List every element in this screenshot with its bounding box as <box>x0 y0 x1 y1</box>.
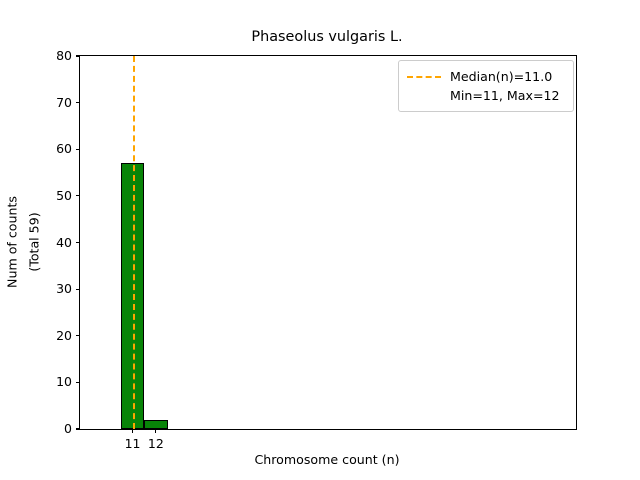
y-tick-mark <box>76 102 80 104</box>
y-axis-title-wrap: Num of counts <box>0 55 24 428</box>
y-tick-label: 20 <box>56 327 72 343</box>
y-axis-total-label: (Total 59) <box>26 211 42 272</box>
x-tick-mark <box>155 429 157 433</box>
y-axis-title: Num of counts <box>4 195 20 288</box>
y-tick-label: 50 <box>56 187 72 203</box>
y-tick-mark <box>76 241 80 243</box>
y-tick-label: 10 <box>56 374 72 390</box>
y-tick-mark <box>76 335 80 337</box>
plot-area: 0 10 20 30 40 50 60 70 80 11 12 <box>56 48 577 451</box>
median-line-marker <box>132 56 135 429</box>
y-tick-label: 80 <box>56 48 72 63</box>
legend-label: Min=11, Max=12 <box>450 88 560 103</box>
legend-dashed-line-swatch <box>407 75 441 78</box>
legend-entry-1: Min=11, Max=12 <box>407 86 565 105</box>
y-tick-mark <box>76 55 80 57</box>
plot-inner <box>80 56 576 429</box>
y-tick-mark <box>76 148 80 150</box>
y-tick-label: 40 <box>56 234 72 250</box>
x-tick-label: 11 <box>124 436 141 451</box>
y-tick-mark <box>76 428 80 430</box>
y-tick-mark <box>76 381 80 383</box>
y-tick-label: 30 <box>56 281 72 297</box>
legend-label: Median(n)=11.0 <box>450 69 553 84</box>
y-tick-label: 0 <box>64 421 72 436</box>
y-axis-total-label-wrap: (Total 59) <box>22 55 46 428</box>
legend-entry-0: Median(n)=11.0 <box>407 67 565 86</box>
chart-title: Phaseolus vulgaris L. <box>251 29 403 45</box>
bar-12 <box>144 419 168 429</box>
y-tick-label: 70 <box>56 94 72 110</box>
y-tick-mark <box>76 195 80 197</box>
x-axis-title: Chromosome count (n) <box>254 452 400 467</box>
x-tick-label: 12 <box>147 436 164 451</box>
y-tick-label: 60 <box>56 141 72 157</box>
x-tick-mark <box>131 429 134 433</box>
bar-11 <box>120 163 145 429</box>
y-tick-mark <box>76 288 80 290</box>
chart-legend: Median(n)=11.0 Min=11, Max=12 <box>398 60 574 112</box>
